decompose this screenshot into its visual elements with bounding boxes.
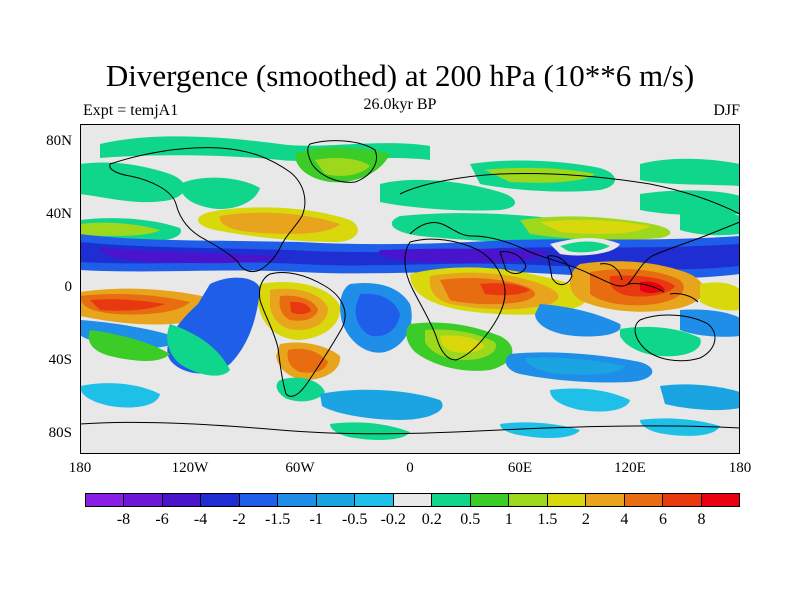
x-tick-label: 120W: [171, 460, 209, 476]
colorbar-swatch: [393, 494, 433, 506]
y-tick-label: 80S: [48, 425, 72, 441]
y-tick-label: 80N: [46, 133, 72, 149]
colorbar-label: -4: [193, 511, 208, 528]
colorbar-swatch: [201, 494, 240, 506]
x-tick-label: 60E: [507, 460, 533, 476]
map-svg: [80, 124, 740, 454]
divergence-field: [80, 136, 740, 440]
colorbar-label: 0.2: [421, 511, 442, 528]
colorbar-swatch: [509, 494, 548, 506]
colorbar-swatch: [470, 494, 510, 506]
coastlines: [80, 140, 740, 435]
divergence-map: [80, 124, 740, 454]
x-tick-label: 180: [68, 460, 92, 476]
map-title: Divergence (smoothed) at 200 hPa (10**6 …: [105, 58, 695, 93]
colorbar-label: -2: [232, 511, 246, 528]
y-tick-label: 0: [64, 279, 73, 295]
colorbar-swatch: [86, 494, 125, 506]
colorbar-swatch: [586, 494, 625, 506]
colorbar-swatch: [663, 494, 702, 506]
colorbar-label: 8: [697, 511, 706, 528]
colorbar-label: 4: [620, 511, 629, 528]
colorbar-swatch: [432, 494, 471, 506]
y-tick-label: 40N: [46, 206, 72, 222]
colorbar-label: -6: [155, 511, 169, 528]
colorbar-label: -0.2: [380, 511, 406, 528]
colorbar-label: 0.5: [460, 511, 481, 528]
colorbar-label: 6: [658, 511, 667, 528]
colorbar-label: 2: [581, 511, 590, 528]
colorbar-label: 1: [504, 511, 513, 528]
colorbar-label: -1.5: [264, 511, 291, 528]
season-label: DJF: [713, 102, 740, 119]
colorbar-label: -0.5: [342, 511, 368, 528]
colorbar-swatch: [278, 494, 317, 506]
y-tick-label: 40S: [48, 352, 72, 368]
x-tick-label: 0: [406, 460, 414, 476]
x-tick-label: 180: [728, 460, 752, 476]
x-tick-label: 120E: [614, 460, 646, 476]
colorbar-swatch: [624, 494, 664, 506]
colorbar-swatch: [239, 494, 279, 506]
colorbar-swatch: [316, 494, 356, 506]
colorbar-swatch: [355, 494, 394, 506]
period-label: 26.0kyr BP: [363, 96, 437, 113]
colorbar: [85, 493, 740, 507]
colorbar-swatch: [547, 494, 587, 506]
colorbar-swatch: [124, 494, 163, 506]
experiment-label: Expt = temjA1: [83, 102, 179, 119]
colorbar-label: -8: [116, 511, 131, 528]
colorbar-label: 1.5: [537, 511, 558, 528]
colorbar-label: -1: [309, 511, 323, 528]
colorbar-swatch: [701, 494, 739, 506]
x-tick-label: 60W: [285, 460, 315, 476]
colorbar-swatch: [162, 494, 202, 506]
